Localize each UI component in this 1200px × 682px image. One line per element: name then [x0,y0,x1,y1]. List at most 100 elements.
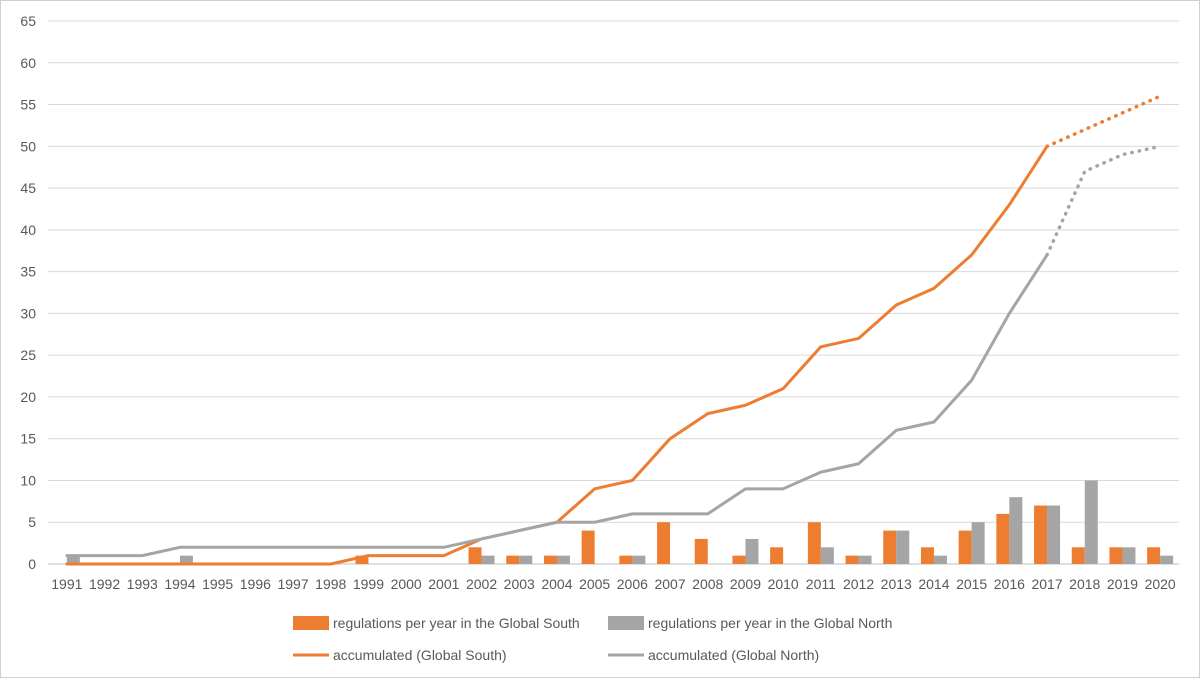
x-tick-label: 2004 [541,576,572,592]
bar [543,555,557,564]
bar [770,547,784,564]
y-tick-label: 0 [28,556,36,572]
bar [996,513,1010,564]
bar [179,555,193,564]
bar [632,555,646,564]
bar [933,555,947,564]
bar [1109,547,1123,564]
x-tick-label: 1995 [202,576,233,592]
y-tick-label: 55 [20,97,36,113]
x-tick-label: 2020 [1145,576,1176,592]
x-tick-label: 1997 [277,576,308,592]
y-tick-label: 35 [20,264,36,280]
bar [1160,555,1174,564]
x-tick-label: 2015 [956,576,987,592]
bar [1147,547,1161,564]
legend-label: regulations per year in the Global North [648,615,892,631]
x-tick-label: 2007 [654,576,685,592]
y-tick-label: 10 [20,472,36,488]
x-tick-label: 2001 [428,576,459,592]
bar [1047,505,1061,564]
bar [732,555,746,564]
x-tick-label: 1998 [315,576,346,592]
bar [971,522,985,564]
x-tick-label: 2002 [466,576,497,592]
legend-item: regulations per year in the Global North [608,615,892,631]
x-tick-label: 2017 [1031,576,1062,592]
bar [883,530,897,564]
y-tick-label: 50 [20,138,36,154]
x-tick-label: 2006 [617,576,648,592]
bar [807,522,821,564]
legend-item: accumulated (Global South) [293,647,507,663]
x-tick-label: 1996 [240,576,271,592]
bar [1034,505,1048,564]
bar [1122,547,1136,564]
y-tick-label: 30 [20,305,36,321]
x-tick-label: 2019 [1107,576,1138,592]
bar [820,547,834,564]
legend-swatch [608,616,644,630]
lines [65,94,1162,566]
series-line-projection [1045,144,1162,257]
bar [1071,547,1085,564]
x-tick-label: 1993 [127,576,158,592]
bar [845,555,859,564]
bar [920,547,934,564]
bars [66,480,1174,564]
bar [958,530,972,564]
bar [556,555,570,564]
bar [858,555,872,564]
x-tick-label: 2009 [730,576,761,592]
bar [66,555,80,564]
bar [355,555,369,564]
bar [506,555,520,564]
bar [1084,480,1098,564]
x-tick-label: 2013 [881,576,912,592]
x-tick-label: 2000 [391,576,422,592]
legend-label: accumulated (Global South) [333,647,507,663]
grid-lines [48,20,1179,565]
x-tick-label: 2011 [806,576,836,592]
y-tick-label: 65 [20,13,36,29]
y-tick-label: 45 [20,180,36,196]
bar [745,538,759,564]
x-tick-label: 1999 [353,576,384,592]
bar [657,522,671,564]
x-tick-label: 2014 [918,576,949,592]
x-tick-label: 2012 [843,576,874,592]
bar [619,555,633,564]
x-axis-tick-labels: 1991 1992 1993 1994 1995 1996 1997 1998 1999 2000… [51,576,1176,592]
legend: regulations per year in the Global South… [293,615,892,663]
legend-item: regulations per year in the Global South [293,615,580,631]
y-tick-label: 20 [20,389,36,405]
x-tick-label: 2018 [1069,576,1100,592]
x-tick-label: 1992 [89,576,120,592]
x-tick-label: 1991 [51,576,82,592]
bar [581,530,595,564]
y-axis-tick-labels: 0 5 10 15 20 25 30 35 40 45 50 55 60 65 [20,13,36,572]
x-tick-label: 2016 [994,576,1025,592]
series-line [65,253,1049,558]
legend-swatch [293,616,329,630]
legend-label: accumulated (Global North) [648,647,819,663]
series-line-projection [1045,94,1162,149]
y-tick-label: 25 [20,347,36,363]
y-tick-label: 60 [20,55,36,71]
x-tick-label: 2003 [504,576,535,592]
legend-item: accumulated (Global North) [608,647,819,663]
y-tick-label: 15 [20,431,36,447]
bar [1009,497,1023,564]
x-tick-label: 2008 [692,576,723,592]
x-tick-label: 2010 [768,576,799,592]
bar [896,530,910,564]
bar [468,547,482,564]
bar [519,555,533,564]
y-tick-label: 5 [28,514,36,530]
bar [481,555,495,564]
bar [694,538,708,564]
x-tick-label: 1994 [164,576,195,592]
y-tick-label: 40 [20,222,36,238]
